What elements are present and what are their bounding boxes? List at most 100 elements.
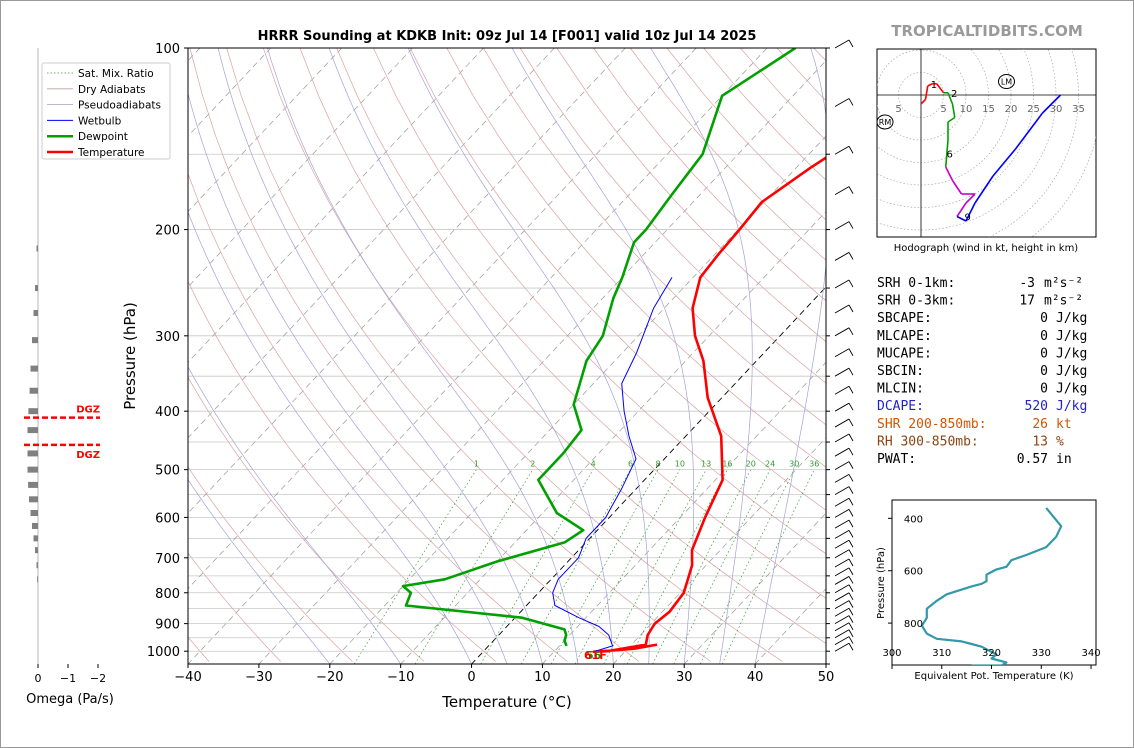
pseudoadiabat [188, 91, 508, 664]
omega-bar [27, 466, 38, 473]
x-tick-label: 10 [534, 670, 551, 685]
wind-barb [834, 252, 850, 261]
wind-barb [834, 186, 850, 195]
legend-label: Dry Adiabats [78, 84, 146, 96]
mixing-ratio-label: 30 [789, 460, 799, 469]
y-tick-label: 900 [155, 618, 180, 633]
omega-bar [28, 481, 38, 488]
hodo-tick-label: 20 [1005, 104, 1018, 115]
omega-bar [30, 365, 38, 372]
stat-unit: % [1056, 434, 1064, 449]
stat-value: 17 [1019, 294, 1035, 309]
wind-barb [834, 629, 850, 639]
hodo-tick-label: 5 [940, 104, 946, 115]
hodo-tick-label: 10 [960, 104, 973, 115]
mixing-ratio-label: 10 [675, 460, 685, 469]
hodo-segment [956, 215, 967, 222]
wind-barb [834, 486, 850, 495]
omega-tick-label: 0 [35, 672, 42, 685]
wind-barb [834, 509, 850, 518]
pseudoadiabat [188, 479, 331, 664]
hodo-segment [947, 116, 956, 123]
pseudoadiabat [650, 48, 753, 664]
series-dewpoint [401, 48, 797, 647]
wind-barb-flag [848, 304, 854, 313]
theta-e-x-tick-label: 330 [1032, 648, 1051, 659]
hodo-marker-ring [998, 74, 1015, 89]
wind-barb-flag [848, 348, 854, 357]
legend-label: Pseudoadiabats [78, 100, 161, 112]
wind-barb-flag [848, 418, 854, 427]
wind-barb [834, 39, 850, 49]
wind-barb [834, 567, 850, 577]
wind-barb-flag [848, 629, 854, 638]
omega-bar [35, 285, 38, 292]
hodo-segment [1014, 112, 1044, 150]
x-tick-label: −30 [245, 670, 272, 685]
mixing-ratio-label: 13 [701, 460, 711, 469]
wind-barb [834, 221, 850, 230]
stat-unit: J/kg [1056, 364, 1087, 379]
pseudoadiabat [267, 48, 579, 664]
wind-barb [834, 418, 850, 428]
legend-label: Dewpoint [78, 131, 128, 143]
hodo-segment [956, 202, 967, 217]
dry-adiabat [188, 280, 497, 662]
hodo-tick-label: 30 [1050, 104, 1063, 115]
dry-adiabat [593, 48, 826, 302]
stat-label: PWAT: [877, 452, 916, 467]
wind-barb-flag [848, 567, 854, 576]
wind-barb-flag [848, 622, 854, 631]
wind-barb [834, 327, 850, 337]
hodo-height-label: 2 [951, 89, 957, 100]
hodo-segment [974, 175, 994, 204]
wind-barb-flag [848, 447, 854, 456]
y-tick-label: 200 [155, 224, 180, 239]
pseudoadiabat [217, 48, 543, 664]
theta-e-x-tick-label: 340 [1081, 648, 1100, 659]
x-tick-label: 30 [676, 670, 693, 685]
skewt-series [401, 48, 826, 653]
stats-table: SRH 0-1km: -3 m²s⁻² SRH 0-3km: 17 m²s⁻² SBCAPE… [877, 276, 1087, 467]
y-tick-label: 1000 [147, 645, 180, 660]
legend-label: Temperature [77, 147, 145, 159]
y-tick-label: 400 [155, 405, 180, 420]
mixing-ratio-line [521, 469, 631, 664]
mixing-ratio-line [574, 469, 681, 664]
stat-unit: m²s⁻² [1044, 276, 1083, 291]
dry-adiabat [299, 48, 826, 644]
stat-unit: J/kg [1056, 311, 1087, 326]
mixing-ratio-line [673, 469, 771, 664]
wind-barb-flag [848, 549, 854, 558]
wind-barb [834, 642, 850, 652]
pseudoadiabat [407, 48, 650, 664]
stat-value: 13 [1032, 434, 1048, 449]
wind-barb-flag [848, 98, 854, 106]
dry-adiabat [446, 48, 826, 468]
dry-adiabat [262, 48, 783, 662]
stat-unit: kt [1056, 417, 1072, 432]
wind-barb [834, 584, 850, 594]
hodo-marker-label: LM [1001, 78, 1012, 87]
hodo-marker-label: RM [879, 118, 892, 127]
wind-barb [834, 549, 850, 559]
wind-barb [834, 636, 850, 645]
hodo-segment [927, 83, 933, 87]
hodo-segment [947, 92, 954, 105]
omega-bar [32, 337, 38, 344]
omega-bar [27, 427, 38, 434]
y-axis-label: Pressure (hPa) [121, 302, 139, 410]
hodo-tick-label: 35 [1072, 104, 1085, 115]
wind-barb-flag [848, 540, 854, 548]
wind-barb-flag [848, 584, 854, 592]
isotherm [188, 48, 697, 590]
surface-temperature-label: 61F [584, 649, 607, 662]
hodo-height-label: 1 [931, 80, 937, 91]
legend-label: Wetbulb [78, 115, 122, 127]
omega-tick-label: −1 [60, 672, 76, 685]
watermark: TROPICALTIDBITS.COM [891, 22, 1083, 40]
theta-e-ylabel: Pressure (hPa) [876, 547, 887, 619]
wind-barb [834, 304, 850, 314]
stat-value: -3 [1019, 276, 1035, 291]
